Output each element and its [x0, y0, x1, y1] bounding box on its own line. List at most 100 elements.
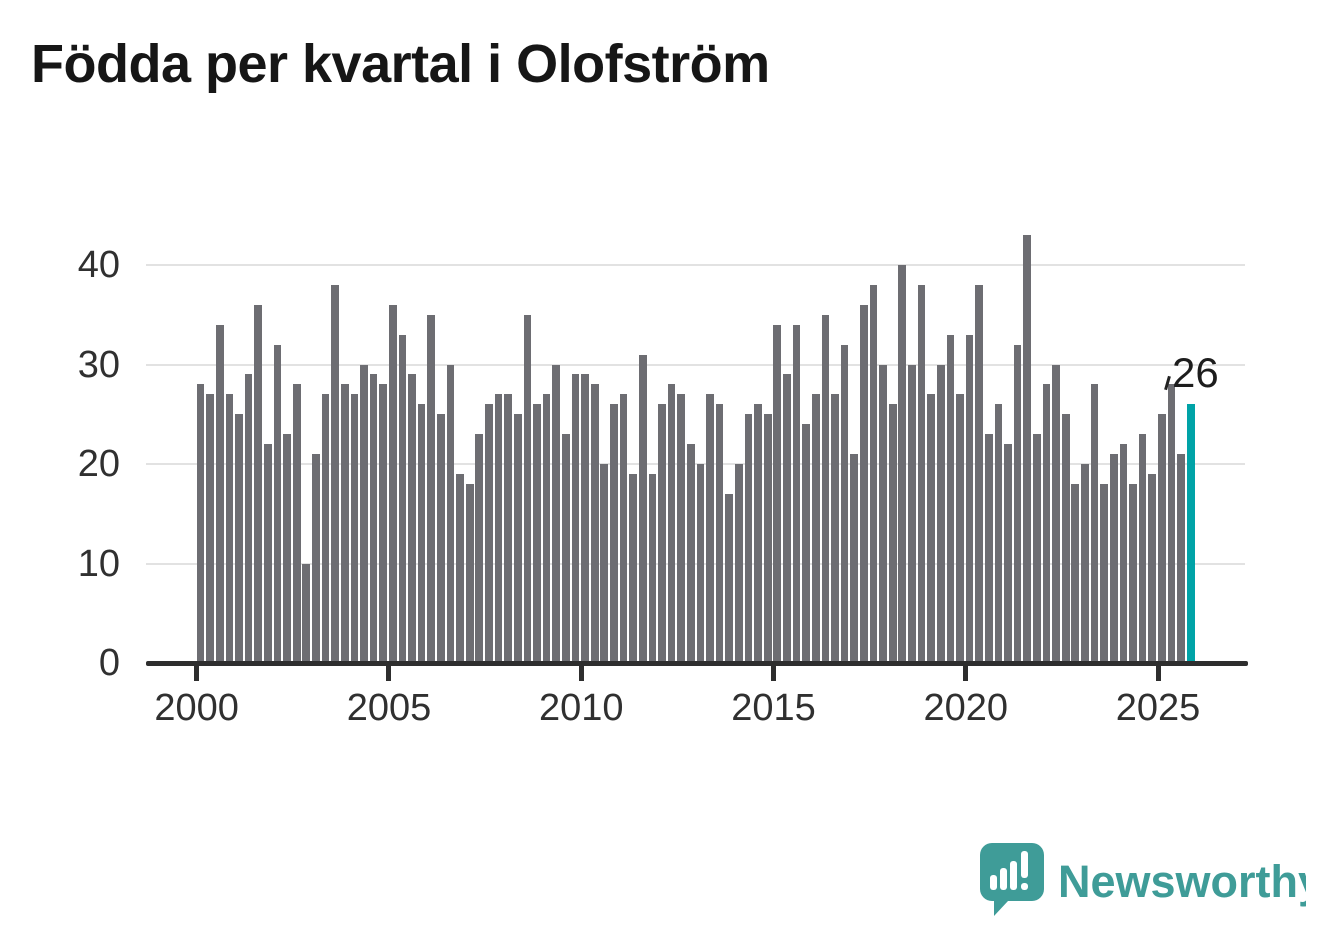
bar [725, 493, 734, 663]
bar [456, 473, 464, 663]
bar [446, 364, 455, 663]
bar [658, 404, 666, 663]
bar [244, 374, 253, 663]
bar [1004, 444, 1012, 663]
bar [610, 404, 618, 663]
y-axis-tick-label: 40 [77, 244, 120, 286]
y-gridline-30 [146, 363, 1245, 366]
bar [542, 394, 551, 663]
bar [715, 404, 724, 663]
bar [840, 344, 849, 663]
chart-title: Födda per kvartal i Olofström [31, 34, 770, 94]
bar [1100, 483, 1108, 663]
bar [965, 334, 974, 663]
bar [312, 454, 320, 663]
bar [802, 424, 810, 663]
bar [1158, 414, 1166, 663]
bar [504, 394, 512, 663]
bar [619, 394, 628, 663]
bar [340, 384, 349, 663]
bar [485, 404, 493, 663]
bar [302, 563, 311, 663]
bar [600, 464, 609, 663]
bar [225, 394, 234, 663]
x-axis-tick [1155, 666, 1161, 681]
bar [917, 284, 926, 663]
x-axis-tick [771, 666, 776, 681]
bar [763, 414, 772, 663]
x-axis-tick-label: 2025 [1115, 687, 1201, 729]
bar [1023, 235, 1032, 663]
bar [831, 394, 839, 663]
x-axis-tick-label: 2015 [731, 687, 816, 729]
bar [1167, 384, 1176, 663]
bar [523, 314, 532, 663]
bar [1033, 434, 1041, 663]
bar [494, 394, 503, 663]
y-gridline-10 [146, 562, 1245, 565]
bar [821, 314, 830, 663]
bar [667, 384, 676, 663]
y-axis-tick-label: 10 [77, 542, 120, 585]
bar [206, 394, 214, 663]
bar [552, 364, 561, 663]
y-gridline-40 [146, 264, 1245, 266]
x-axis-tick [578, 666, 584, 681]
bar [1042, 384, 1051, 663]
x-axis-tick-label: 2005 [346, 687, 432, 729]
bar [744, 414, 753, 663]
bar [1177, 454, 1185, 663]
bar [590, 384, 599, 663]
bar [1090, 384, 1099, 663]
highlight-value-annotation: 26 [1172, 349, 1219, 396]
bar [331, 284, 339, 663]
bar [879, 364, 887, 663]
speech-bubble-bar-chart-icon [980, 843, 1044, 916]
y-axis-tick-label: 20 [77, 443, 120, 485]
bar [408, 374, 416, 663]
bar [984, 434, 993, 663]
logo-text: Newsworthy [1058, 856, 1306, 907]
bar [850, 454, 859, 663]
bar [215, 324, 224, 663]
x-axis-tick-label: 2000 [154, 687, 239, 729]
bar [638, 354, 647, 663]
bar [1109, 454, 1118, 663]
bar [273, 344, 282, 663]
x-axis-line [146, 661, 1248, 666]
bar [956, 394, 964, 663]
bar [561, 434, 570, 663]
bar [927, 394, 935, 663]
bar [1081, 464, 1089, 663]
bar [283, 434, 291, 663]
bar [783, 374, 791, 663]
bar [581, 374, 589, 663]
bar [398, 334, 407, 663]
y-axis-tick-label: 0 [98, 642, 120, 684]
bar [975, 284, 984, 663]
bar [513, 414, 522, 663]
bar [898, 265, 907, 663]
bar [369, 374, 378, 663]
bar [754, 404, 762, 663]
y-gridline-20 [146, 463, 1245, 465]
bar [696, 464, 705, 663]
bar [648, 473, 657, 663]
x-axis-tick [194, 666, 200, 681]
bar [792, 324, 801, 663]
bar [859, 304, 868, 663]
bar [465, 483, 474, 663]
bar [379, 384, 388, 663]
bar [388, 304, 397, 663]
bar [263, 444, 272, 663]
bar [735, 464, 743, 663]
highlighted-bar [1186, 404, 1195, 663]
bar [235, 414, 243, 663]
bar [869, 284, 878, 663]
x-axis-tick-label: 2010 [538, 687, 624, 729]
bar [908, 364, 916, 663]
bar [629, 473, 637, 663]
bar [571, 374, 580, 663]
bar [677, 394, 686, 663]
